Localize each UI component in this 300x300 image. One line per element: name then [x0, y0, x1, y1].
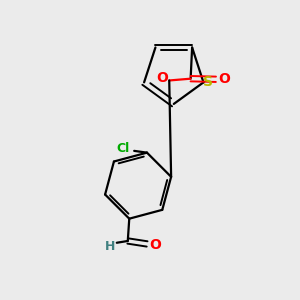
- Text: O: O: [218, 72, 230, 86]
- Text: O: O: [156, 71, 168, 85]
- Text: H: H: [105, 240, 115, 253]
- Text: S: S: [203, 75, 213, 89]
- Text: Cl: Cl: [117, 142, 130, 155]
- Text: O: O: [149, 238, 161, 251]
